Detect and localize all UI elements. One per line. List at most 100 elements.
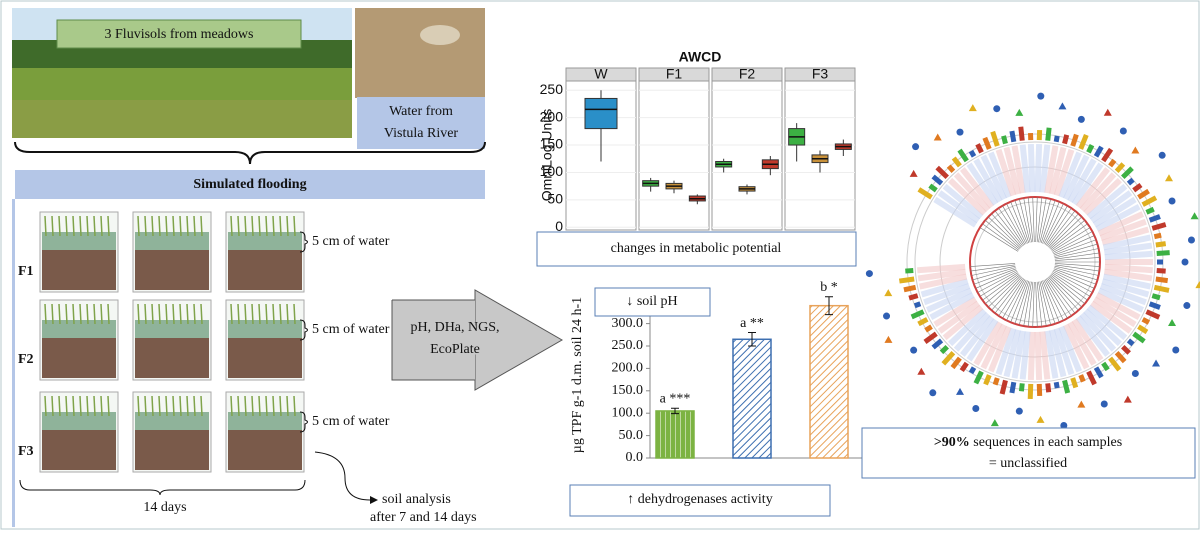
branch (1033, 282, 1035, 327)
abundance (993, 132, 998, 146)
soil-layer (135, 338, 209, 378)
abundance (1073, 135, 1077, 146)
plant (138, 396, 139, 416)
branch (1036, 282, 1038, 327)
abundance (960, 150, 967, 161)
arrow-label: EcoPlate (430, 342, 480, 357)
marker (991, 419, 999, 426)
abundance (909, 296, 918, 298)
branch (985, 220, 1019, 249)
abundance (1012, 131, 1014, 142)
abundance (941, 347, 947, 353)
marker (1195, 281, 1200, 288)
leaf-band (917, 267, 965, 270)
plant (66, 396, 67, 416)
boxplot-title: AWCD (679, 49, 722, 65)
branch (1055, 257, 1100, 260)
branch (988, 217, 1020, 248)
plant (59, 216, 60, 236)
leaf-band (1105, 254, 1153, 257)
abundance (1156, 279, 1168, 281)
abundance (930, 186, 936, 191)
marker (910, 170, 918, 177)
branch (1054, 269, 1096, 284)
leaf-band (1031, 144, 1033, 192)
abundance (1096, 147, 1102, 157)
analysis: soil analysis (382, 492, 451, 507)
marker (929, 389, 936, 396)
plant (159, 396, 160, 416)
plant (80, 304, 81, 324)
leaf-band (1037, 332, 1039, 380)
plant (159, 216, 160, 236)
branch (1055, 263, 1100, 266)
abundance (1138, 327, 1146, 332)
plant (80, 396, 81, 416)
abundance (1088, 145, 1092, 152)
analysis: after 7 and 14 days (370, 510, 477, 525)
grass (12, 100, 352, 138)
plant (280, 396, 281, 416)
plant (173, 216, 174, 236)
marker (1131, 147, 1139, 154)
marker (1183, 302, 1190, 309)
plant (94, 216, 95, 236)
abundance (1156, 244, 1166, 245)
plant (73, 216, 74, 236)
abundance (1128, 180, 1133, 184)
plant (80, 216, 81, 236)
abundance (1152, 225, 1165, 229)
plant (238, 396, 239, 416)
marker (1120, 128, 1127, 135)
abundance (937, 168, 947, 178)
abundance (953, 358, 960, 367)
abundance (949, 166, 954, 171)
plant (245, 216, 246, 236)
abundance (905, 271, 913, 272)
panel (712, 81, 782, 230)
y-tick-label: 250.0 (612, 338, 644, 353)
plant (287, 216, 288, 236)
marker (969, 104, 977, 111)
abundance (1065, 135, 1067, 144)
plant (180, 216, 181, 236)
marker (1168, 319, 1176, 326)
water-photo (355, 8, 485, 98)
branch (1041, 200, 1055, 243)
plant (52, 304, 53, 324)
water-depth: 5 cm of water (312, 414, 390, 429)
soil-layer (42, 250, 116, 290)
plant (101, 304, 102, 324)
marker (1159, 152, 1166, 159)
panel-label: W (594, 66, 608, 82)
plant (266, 216, 267, 236)
plant (259, 396, 260, 416)
abundance (1004, 136, 1006, 144)
panel (639, 81, 709, 230)
plant (159, 304, 160, 324)
y-tick-label: 50 (547, 191, 563, 207)
marker (1169, 197, 1176, 204)
plant (287, 304, 288, 324)
brace (20, 480, 305, 495)
abundance (1154, 235, 1161, 236)
plant (294, 304, 295, 324)
y-tick-label: 100 (540, 163, 564, 179)
y-axis-label: µg TPF g-1 d.m. soil 24 h-1 (570, 297, 585, 453)
soil-layer (228, 430, 302, 470)
marker (912, 143, 919, 150)
plant (231, 396, 232, 416)
branch (1015, 200, 1029, 243)
abundance (1138, 191, 1148, 197)
plant (94, 304, 95, 324)
plant (201, 396, 202, 416)
plant (66, 304, 67, 324)
bar (733, 339, 771, 458)
plant (252, 216, 253, 236)
plant (231, 216, 232, 236)
y-tick-label: 200.0 (612, 361, 644, 376)
plant (108, 396, 109, 416)
marker (993, 105, 1000, 112)
plant (273, 304, 274, 324)
plant (294, 396, 295, 416)
